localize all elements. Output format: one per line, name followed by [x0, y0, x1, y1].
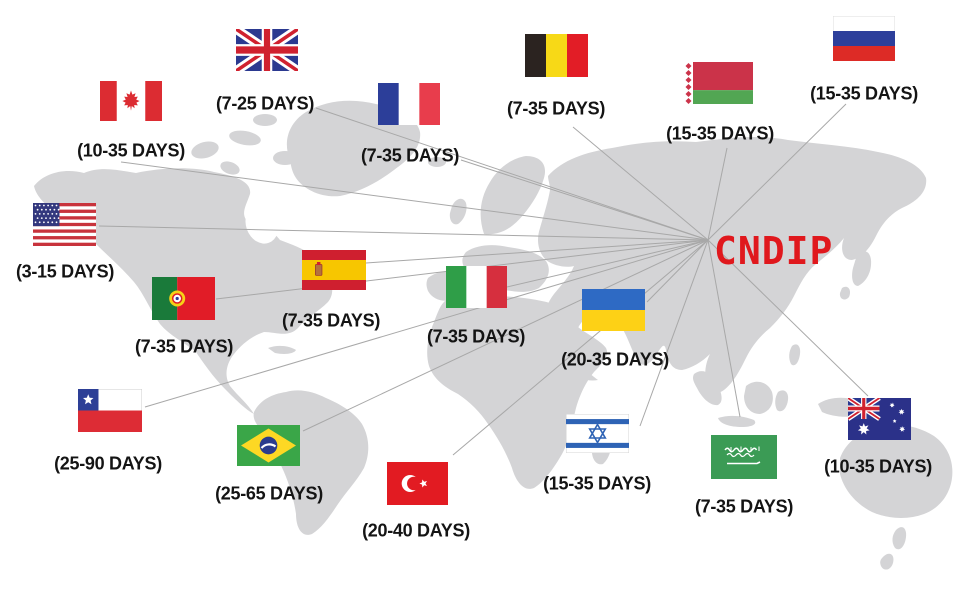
spain-flag [302, 250, 366, 290]
france-days-label: (7-35 DAYS) [360, 145, 460, 166]
shipping-line-usa [98, 225, 709, 241]
belgium-flag [525, 34, 588, 77]
brazil-days-label: (25-65 DAYS) [215, 483, 323, 504]
shipping-line-australia [707, 239, 869, 397]
shipping-line-italy [506, 239, 709, 288]
shipping-line-spain [365, 239, 709, 264]
belgium-days-label: (7-35 DAYS) [506, 98, 606, 119]
turkey-flag [387, 462, 448, 505]
shipping-line-uk [315, 107, 709, 241]
shipping-line-france [460, 159, 709, 241]
shipping-line-russia [707, 103, 847, 241]
ukraine-days-label: (20-35 DAYS) [561, 349, 669, 370]
brazil-flag [237, 425, 300, 466]
saudi-arabia-days-label: (7-35 DAYS) [694, 496, 794, 517]
portugal-flag [152, 277, 215, 320]
france-flag [378, 83, 440, 125]
usa-days-label: (3-15 DAYS) [15, 261, 115, 282]
chile-days-label: (25-90 DAYS) [54, 453, 162, 474]
australia-days-label: (10-35 DAYS) [824, 456, 932, 477]
shipping-line-israel [639, 239, 709, 427]
shipping-line-chile [144, 239, 709, 408]
spain-days-label: (7-35 DAYS) [281, 310, 381, 331]
brand-text: CNDIP [714, 229, 834, 273]
belarus-days-label: (15-35 DAYS) [666, 123, 774, 144]
portugal-days-label: (7-35 DAYS) [134, 336, 234, 357]
shipping-line-belgium [572, 126, 709, 241]
canada-flag [100, 81, 162, 121]
shipping-line-saudi-arabia [707, 239, 741, 418]
shipping-line-belarus [707, 147, 728, 241]
uk-flag [236, 29, 298, 71]
chile-flag [78, 389, 142, 432]
shipping-line-brazil [302, 239, 709, 432]
shipping-lines [98, 103, 869, 456]
israel-flag [566, 414, 629, 453]
uk-days-label: (7-25 DAYS) [215, 93, 315, 114]
shipping-line-canada [120, 161, 709, 241]
turkey-days-label: (20-40 DAYS) [362, 520, 470, 541]
saudi-arabia-flag [711, 435, 777, 479]
russia-flag [833, 16, 895, 61]
usa-flag [33, 203, 96, 246]
shipping-line-turkey [452, 239, 709, 456]
russia-days-label: (15-35 DAYS) [810, 83, 918, 104]
canada-days-label: (10-35 DAYS) [77, 140, 185, 161]
belarus-flag [684, 62, 753, 104]
israel-days-label: (15-35 DAYS) [543, 473, 651, 494]
italy-days-label: (7-35 DAYS) [426, 326, 526, 347]
ukraine-flag [582, 289, 645, 331]
shipping-line-ukraine [646, 239, 709, 303]
italy-flag [446, 266, 507, 308]
australia-flag [848, 398, 911, 440]
